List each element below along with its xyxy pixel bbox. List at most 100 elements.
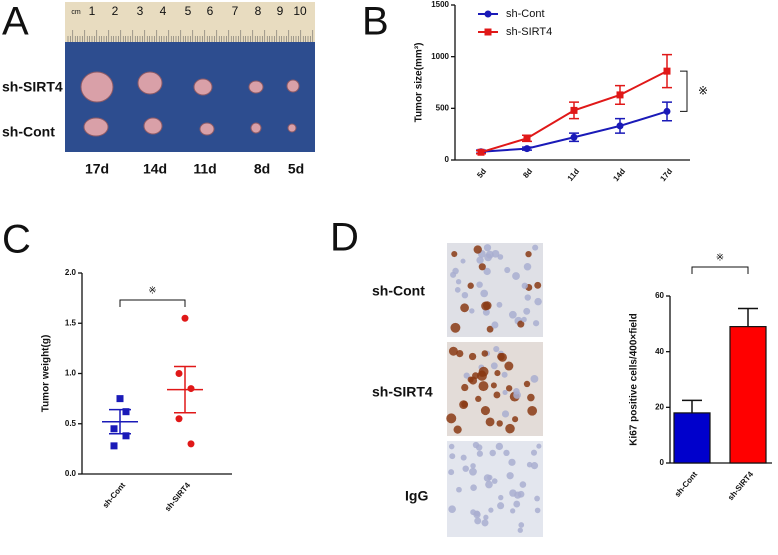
y-tick-label: 20: [655, 402, 664, 411]
tumor: [80, 71, 114, 103]
row-label: sh-Cont: [372, 283, 425, 299]
nucleus: [534, 297, 542, 306]
nucleus: [487, 474, 493, 481]
nucleus: [482, 308, 490, 316]
y-tick-label: 2.0: [65, 268, 77, 277]
nucleus: [449, 453, 456, 460]
marker: [181, 314, 189, 322]
marker: [570, 106, 578, 114]
annotation: ※: [148, 286, 156, 297]
ruler-label: 4: [160, 4, 167, 18]
nucleus: [496, 420, 503, 427]
nucleus: [521, 316, 527, 323]
nucleus: [517, 320, 525, 328]
nucleus: [527, 405, 538, 416]
y-tick-label: 1.0: [65, 369, 77, 378]
nucleus: [453, 425, 462, 434]
nucleus: [478, 381, 489, 392]
nucleus: [476, 450, 483, 457]
nucleus: [448, 505, 456, 513]
marker: [187, 440, 195, 448]
nucleus: [470, 463, 476, 469]
tumor: [83, 117, 109, 137]
tumor: [287, 123, 297, 133]
y-tick-label: 1.5: [65, 318, 77, 327]
nucleus: [518, 522, 525, 528]
nucleus: [491, 321, 499, 329]
x-tick-label: 17d: [658, 167, 674, 183]
ruler-label: 7: [232, 4, 239, 18]
day-label: 14d: [143, 161, 167, 177]
nucleus: [489, 449, 496, 457]
marker: [110, 425, 118, 433]
y-tick-label: 0: [660, 458, 665, 467]
marker: [616, 122, 624, 130]
legend-label: sh-Cont: [506, 8, 545, 20]
nucleus: [512, 416, 519, 423]
nucleus: [521, 282, 528, 289]
nucleus: [460, 454, 467, 461]
row-label: IgG: [405, 488, 428, 504]
tumors: [80, 71, 300, 137]
tumor: [286, 79, 300, 93]
nucleus: [470, 484, 477, 492]
tumor: [248, 80, 264, 94]
marker: [116, 395, 124, 403]
nucleus: [501, 371, 508, 378]
nucleus: [497, 502, 505, 510]
nucleus: [448, 443, 455, 450]
marker: [122, 408, 130, 416]
ruler-label: cm: [71, 9, 81, 16]
nucleus: [456, 486, 462, 493]
nucleus: [494, 370, 501, 377]
bracket: [119, 299, 186, 307]
marker: [187, 385, 195, 393]
ruler: [65, 2, 315, 42]
nucleus: [510, 508, 516, 514]
tumor: [143, 117, 163, 135]
marker: [110, 442, 118, 450]
ruler-label: 3: [137, 4, 144, 18]
nucleus: [530, 462, 539, 470]
nucleus: [497, 352, 505, 361]
nucleus: [475, 444, 483, 451]
nucleus: [490, 362, 498, 370]
nucleus: [460, 258, 466, 264]
day-label: 8d: [254, 161, 270, 177]
ruler-label: 5: [185, 4, 192, 18]
ruler-label: 2: [112, 4, 119, 18]
nucleus: [501, 410, 510, 418]
y-tick-label: 1500: [431, 0, 449, 9]
y-tick-label: 0: [445, 155, 450, 164]
day-label: 11d: [193, 161, 216, 177]
nucleus: [532, 244, 539, 251]
nucleus: [523, 307, 531, 315]
nucleus: [525, 250, 532, 258]
nucleus: [527, 393, 535, 402]
legend-label: sh-SIRT4: [506, 26, 552, 38]
marker: [175, 370, 183, 377]
marker: [175, 415, 183, 423]
row-label: sh-Cont: [2, 124, 55, 140]
nucleus: [478, 366, 489, 377]
annotation: ※: [716, 253, 724, 264]
y-axis-label: Ki67 positive cells/400×field: [629, 313, 640, 446]
x-tick-label: sh-Cont: [101, 481, 128, 510]
x-tick-label: 11d: [566, 167, 582, 183]
nucleus: [512, 272, 520, 280]
nucleus: [483, 244, 492, 252]
nucleus: [517, 527, 523, 533]
marker: [122, 432, 130, 440]
nucleus: [446, 413, 457, 424]
nucleus: [505, 423, 515, 434]
annotation: ※: [698, 83, 708, 97]
nucleus: [508, 310, 517, 319]
nucleus: [502, 389, 508, 396]
nucleus: [490, 382, 497, 389]
nucleus: [481, 519, 489, 527]
nucleus: [456, 349, 464, 358]
marker: [616, 91, 624, 99]
nucleus: [530, 374, 539, 383]
nucleus: [504, 267, 511, 274]
marker: [663, 107, 671, 115]
